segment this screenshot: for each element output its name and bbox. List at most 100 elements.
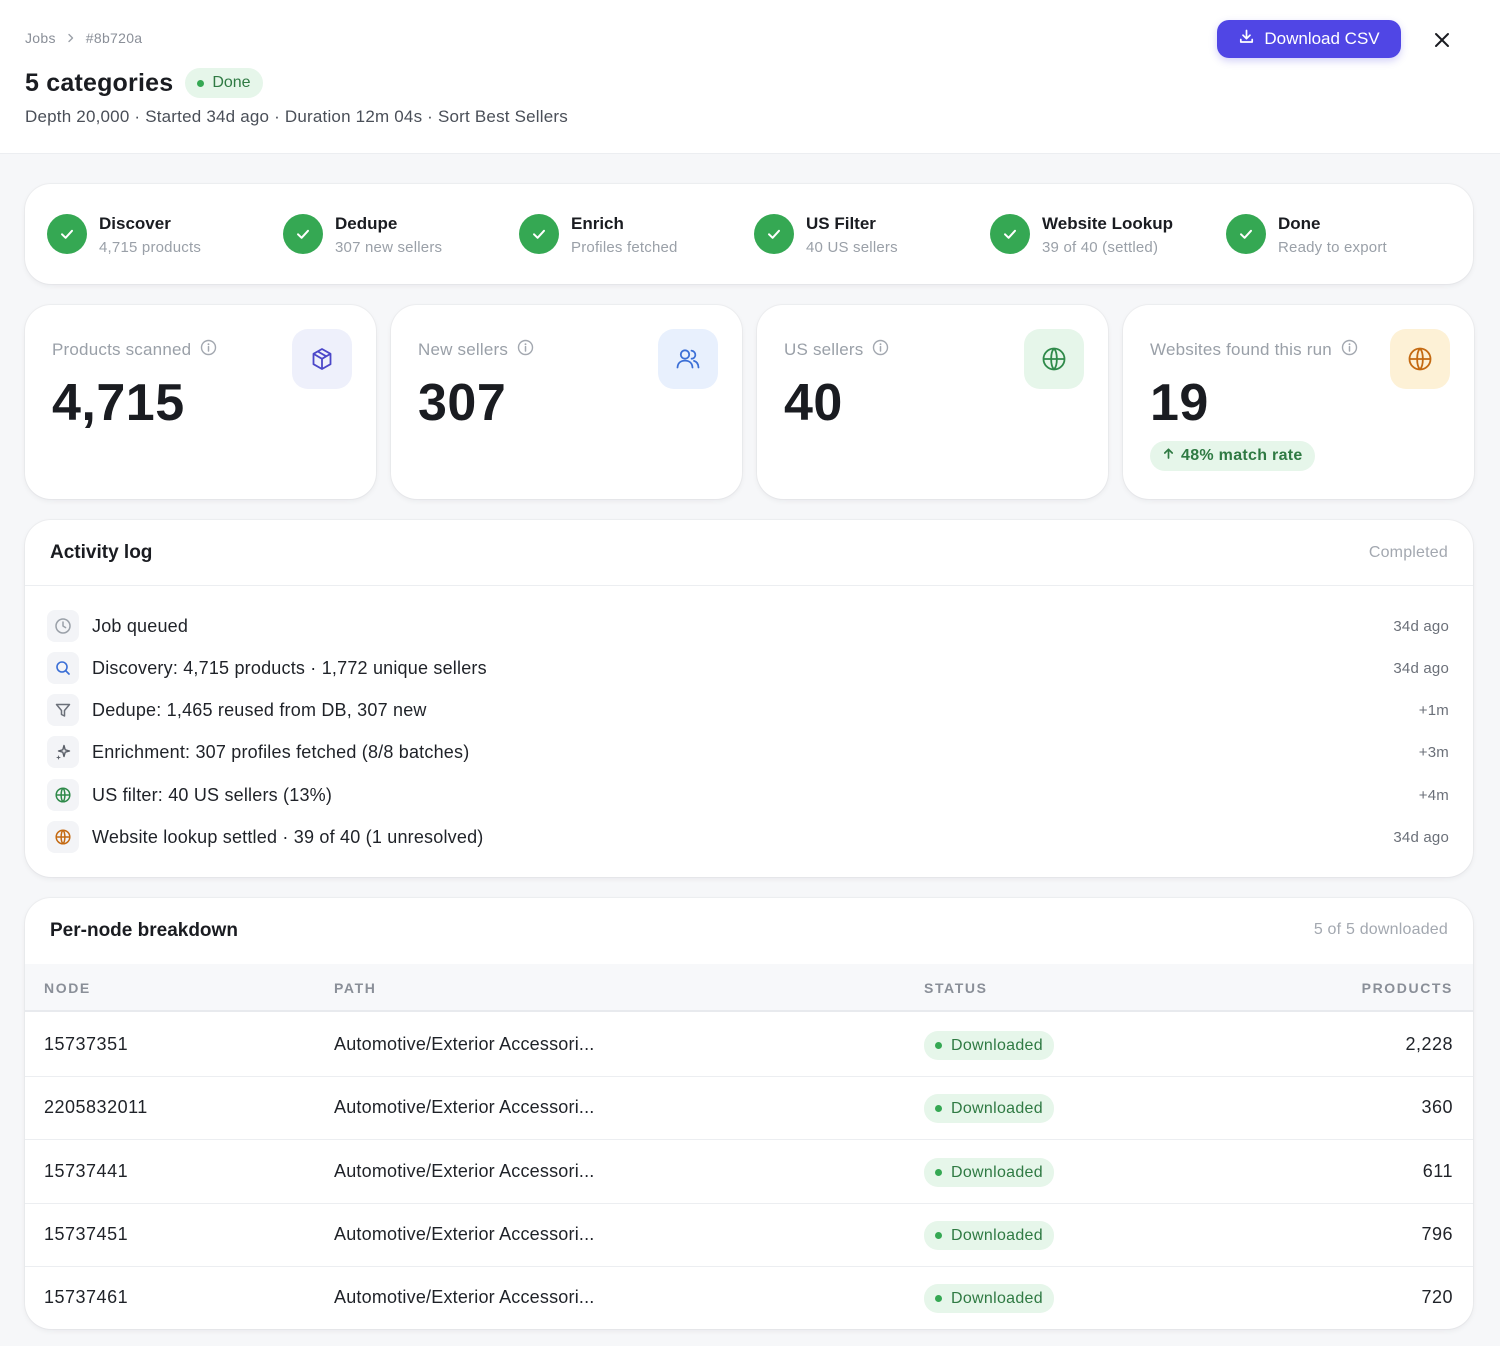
page-title: 5 categories	[25, 68, 174, 97]
stat-label-text: US sellers	[784, 340, 864, 359]
table-row[interactable]: 15737351 Automotive/Exterior Accessori..…	[25, 1014, 1473, 1077]
stat-new-sellers: New sellers 307	[391, 305, 742, 499]
status-dot	[935, 1042, 942, 1049]
log-time: +3m	[1418, 743, 1449, 761]
table-row[interactable]: 15737441 Automotive/Exterior Accessori..…	[25, 1141, 1473, 1204]
cell-path: Automotive/Exterior Accessori...	[334, 1161, 595, 1181]
download-csv-label: Download CSV	[1264, 29, 1380, 48]
status-badge: Done	[185, 68, 263, 98]
stat-label-text: Products scanned	[52, 340, 192, 359]
stat-label: Products scanned	[52, 339, 217, 361]
breadcrumb-jobs-link[interactable]: Jobs	[25, 30, 56, 46]
users-icon	[658, 329, 718, 389]
log-text: Enrichment: 307 profiles fetched (8/8 ba…	[92, 741, 470, 762]
table-row[interactable]: 15737461 Automotive/Exterior Accessori..…	[25, 1267, 1473, 1329]
pipeline-steps: Discover 4,715 products Dedupe 307 new sel…	[25, 184, 1473, 284]
stat-value: 19	[1150, 374, 1209, 432]
cell-path: Automotive/Exterior Accessori...	[334, 1097, 595, 1117]
stat-value: 307	[418, 374, 507, 432]
check-icon	[519, 214, 559, 254]
log-time: +4m	[1418, 786, 1449, 804]
download-csv-button[interactable]: Download CSV	[1217, 20, 1401, 58]
job-meta: Depth 20,000 · Started 34d ago · Duratio…	[25, 107, 568, 126]
step-sub: Ready to export	[1278, 239, 1387, 256]
cell-products: 360	[1421, 1097, 1453, 1117]
step-sub: 39 of 40 (settled)	[1042, 239, 1159, 256]
cube-icon	[292, 329, 352, 389]
status-badge: Downloaded	[924, 1284, 1054, 1313]
log-text: Website lookup settled · 39 of 40 (1 unr…	[92, 826, 484, 847]
activity-log-header: Activity log Completed	[25, 520, 1473, 586]
check-icon	[990, 214, 1030, 254]
cell-path: Automotive/Exterior Accessori...	[334, 1034, 595, 1054]
status-badge-label: Downloaded	[951, 1036, 1043, 1054]
status-dot	[935, 1232, 942, 1239]
stat-value: 4,715	[52, 374, 185, 432]
step-label: Enrich	[571, 214, 624, 233]
info-icon[interactable]	[1341, 339, 1358, 361]
step-label: US Filter	[806, 214, 876, 233]
cell-node: 2205832011	[44, 1097, 148, 1117]
check-icon	[754, 214, 794, 254]
per-node-breakdown: Per-node breakdown 5 of 5 downloaded NOD…	[25, 898, 1473, 1329]
cell-products: 2,228	[1405, 1034, 1453, 1054]
column-header-node[interactable]: NODE	[44, 980, 91, 996]
log-text: US filter: 40 US sellers (13%)	[92, 784, 333, 805]
status-badge: Downloaded	[924, 1031, 1054, 1060]
pipeline-step-done: Done Ready to export	[1226, 214, 1387, 256]
filter-icon	[47, 694, 79, 726]
status-badge-label: Downloaded	[951, 1289, 1043, 1307]
stat-websites-found: Websites found this run 19 48% match rat…	[1123, 305, 1474, 499]
pipeline-step-website-lookup: Website Lookup 39 of 40 (settled)	[990, 214, 1173, 256]
info-icon[interactable]	[200, 339, 217, 361]
status-badge: Downloaded	[924, 1094, 1054, 1123]
globe-icon	[1390, 329, 1450, 389]
stat-label: Websites found this run	[1150, 339, 1358, 361]
table-row[interactable]: 2205832011 Automotive/Exterior Accessori…	[25, 1077, 1473, 1140]
table-header: NODE PATH STATUS PRODUCTS	[25, 964, 1473, 1012]
pipeline-step-discover: Discover 4,715 products	[47, 214, 201, 256]
cell-node: 15737351	[44, 1034, 129, 1054]
cell-products: 720	[1421, 1287, 1453, 1307]
log-time: 34d ago	[1393, 659, 1449, 677]
info-icon[interactable]	[517, 339, 534, 361]
cell-node: 15737441	[44, 1161, 129, 1181]
status-badge-label: Downloaded	[951, 1099, 1043, 1117]
stat-label: US sellers	[784, 339, 889, 361]
check-icon	[283, 214, 323, 254]
status-badge-label: Downloaded	[951, 1163, 1043, 1181]
close-icon[interactable]	[1428, 26, 1456, 54]
check-icon	[47, 214, 87, 254]
log-time: +1m	[1418, 701, 1449, 719]
globe-icon	[47, 821, 79, 853]
status-dot	[935, 1295, 942, 1302]
match-rate-label: 48% match rate	[1181, 447, 1303, 464]
clock-icon	[47, 610, 79, 642]
log-time: 34d ago	[1393, 828, 1449, 846]
activity-log: Activity log Completed Job queued 34d ag…	[25, 520, 1473, 877]
status-badge: Downloaded	[924, 1158, 1054, 1187]
info-icon[interactable]	[872, 339, 889, 361]
breadcrumb-current: #8b720a	[85, 30, 143, 46]
chevron-right-icon	[66, 31, 76, 46]
step-sub: 307 new sellers	[335, 239, 443, 256]
step-label: Website Lookup	[1042, 214, 1173, 233]
table-row[interactable]: 15737451 Automotive/Exterior Accessori..…	[25, 1204, 1473, 1267]
status-badge-label: Done	[212, 74, 251, 91]
status-dot	[935, 1105, 942, 1112]
per-node-title: Per-node breakdown	[50, 920, 238, 941]
stat-label-text: New sellers	[418, 340, 509, 359]
step-label: Dedupe	[335, 214, 398, 233]
step-sub: 40 US sellers	[806, 239, 898, 256]
pipeline-step-dedupe: Dedupe 307 new sellers	[283, 214, 442, 256]
column-header-products[interactable]: PRODUCTS	[1361, 980, 1453, 996]
column-header-path[interactable]: PATH	[334, 980, 377, 996]
stat-label-text: Websites found this run	[1150, 340, 1332, 359]
column-header-status[interactable]: STATUS	[924, 980, 988, 996]
step-sub: Profiles fetched	[571, 239, 678, 256]
per-node-summary: 5 of 5 downloaded	[1313, 921, 1448, 938]
log-item: Discovery: 4,715 products · 1,772 unique…	[47, 652, 1449, 684]
stat-products-scanned: Products scanned 4,715	[25, 305, 376, 499]
log-item: US filter: 40 US sellers (13%) +4m	[47, 779, 1449, 811]
globe-icon	[1024, 329, 1084, 389]
